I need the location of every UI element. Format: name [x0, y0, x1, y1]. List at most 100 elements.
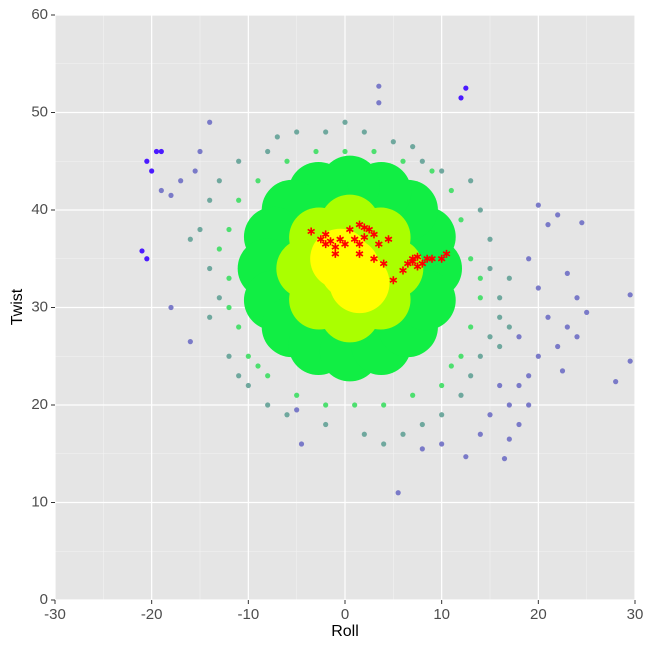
point [323, 421, 329, 428]
point [545, 314, 551, 320]
point [468, 373, 474, 379]
point [468, 324, 474, 330]
point [400, 431, 406, 437]
point [506, 402, 512, 408]
x-axis-title: Roll [331, 623, 359, 640]
point [284, 412, 290, 418]
point [439, 412, 445, 418]
star-point [331, 249, 340, 258]
point [255, 363, 261, 369]
star-point [399, 266, 407, 275]
point [506, 436, 512, 442]
point [226, 275, 232, 281]
point [545, 222, 551, 228]
point [226, 304, 232, 311]
point [178, 178, 184, 184]
x-tick-label: -20 [141, 606, 163, 623]
point [448, 187, 454, 194]
point [487, 265, 493, 272]
point [274, 134, 280, 140]
point [497, 295, 503, 301]
point [187, 339, 193, 345]
point [419, 158, 425, 164]
point [168, 192, 174, 198]
point [526, 402, 532, 408]
star-point [355, 249, 364, 258]
point [439, 168, 445, 174]
point [395, 490, 401, 496]
star-point [331, 243, 340, 252]
point [371, 148, 377, 155]
point [265, 373, 271, 379]
x-tick-label: 0 [341, 606, 349, 623]
star-point [442, 249, 451, 258]
point [439, 382, 445, 389]
point [468, 178, 474, 184]
point [439, 441, 445, 447]
x-tick-label: -10 [237, 606, 259, 623]
point [323, 402, 329, 408]
point [236, 158, 242, 164]
point [458, 392, 464, 398]
point [158, 148, 164, 155]
point [535, 285, 541, 291]
point [294, 407, 300, 413]
point [323, 129, 329, 135]
y-tick-label: 0 [40, 591, 48, 608]
point [579, 220, 585, 226]
point [487, 236, 493, 242]
point [564, 324, 570, 330]
point [535, 353, 541, 359]
point [381, 441, 387, 447]
point [284, 158, 290, 164]
x-tick-label: 30 [627, 606, 644, 623]
point [352, 402, 358, 408]
y-tick-label: 30 [31, 298, 48, 315]
point [207, 119, 213, 125]
point [477, 207, 483, 213]
point [361, 431, 367, 437]
point [187, 236, 193, 242]
point [574, 295, 580, 301]
point [448, 363, 454, 369]
y-tick-label: 40 [31, 201, 48, 218]
point [477, 275, 483, 281]
point [192, 168, 198, 174]
y-axis-title: Twist [9, 288, 26, 325]
point [477, 353, 483, 359]
point [506, 324, 512, 330]
star-point [370, 230, 378, 239]
point [265, 402, 271, 408]
star-point [345, 225, 354, 234]
point [627, 292, 633, 298]
point [236, 324, 242, 330]
point [144, 256, 150, 262]
point [207, 265, 213, 272]
point [458, 353, 464, 359]
point [468, 256, 474, 262]
y-tick-label: 10 [31, 493, 48, 510]
point [410, 144, 416, 150]
point [361, 129, 367, 135]
point [226, 226, 232, 233]
star-point [384, 235, 393, 244]
point [313, 148, 319, 155]
point [294, 129, 300, 135]
point [168, 304, 174, 311]
point [535, 202, 541, 208]
point [526, 373, 532, 379]
point [144, 158, 150, 164]
point [410, 392, 416, 398]
point [463, 454, 469, 460]
point [376, 83, 382, 89]
x-tick-label: -30 [44, 606, 66, 623]
star-point [428, 254, 436, 263]
point [400, 158, 406, 164]
star-point [336, 235, 345, 244]
point [487, 412, 493, 418]
star-point [370, 254, 378, 263]
point [207, 197, 213, 203]
star-point [355, 240, 364, 249]
star-point [379, 259, 388, 268]
